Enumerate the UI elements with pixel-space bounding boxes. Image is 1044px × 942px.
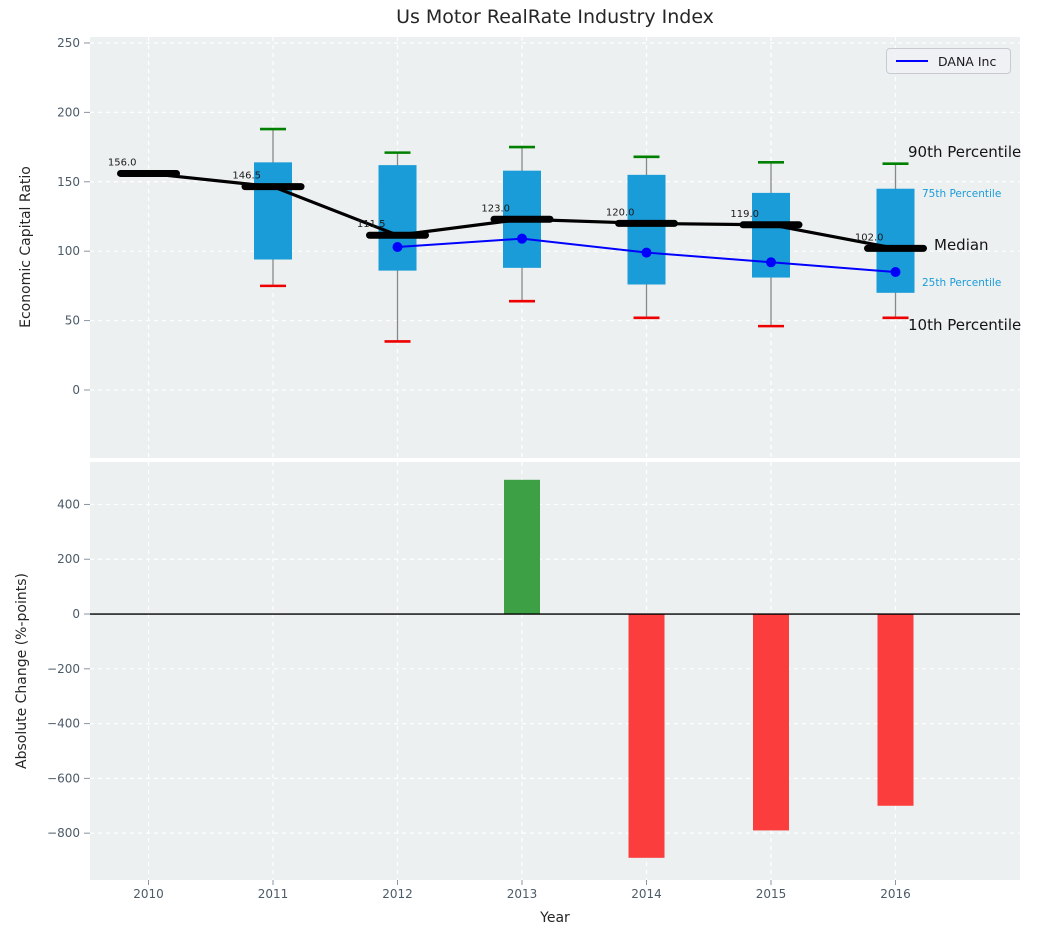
bottom-plot-y-tick-label: 400 — [57, 497, 80, 511]
annotation-75th-percentile: 75th Percentile — [922, 188, 1002, 200]
change-bar — [877, 614, 914, 806]
change-bar — [504, 479, 541, 615]
median-value-label: 146.5 — [232, 171, 261, 182]
legend-label: DANA Inc — [938, 53, 997, 69]
bottom-plot-y-tick-label: −600 — [47, 771, 80, 785]
top-plot-y-tick-label: 50 — [65, 314, 80, 328]
top-plot-y-tick-label: 200 — [57, 105, 80, 119]
median-value-label: 111.5 — [357, 219, 386, 230]
bottom-plot-background — [90, 462, 1020, 880]
dana-inc-point — [392, 242, 403, 253]
dana-inc-point — [890, 266, 901, 277]
top-plot-y-tick-label: 250 — [57, 36, 80, 50]
x-tick-label: 2015 — [756, 887, 787, 901]
change-bar — [753, 614, 790, 831]
x-tick-label: 2012 — [382, 887, 413, 901]
median-value-label: 102.0 — [855, 232, 884, 243]
dana-inc-point — [517, 233, 528, 244]
median-value-label: 123.0 — [481, 203, 510, 214]
bottom-plot-y-tick-label: 200 — [57, 552, 80, 566]
annotation-25th-percentile: 25th Percentile — [922, 277, 1002, 289]
legend: DANA Inc — [886, 48, 1011, 74]
iqr-box — [254, 162, 293, 260]
median-value-label: 119.0 — [730, 209, 759, 220]
dana-inc-point — [766, 257, 777, 268]
x-tick-label: 2016 — [880, 887, 911, 901]
bottom-plot-y-tick-label: 0 — [72, 607, 80, 621]
top-plot-y-tick-label: 0 — [72, 383, 80, 397]
x-tick-label: 2014 — [631, 887, 662, 901]
legend-line-swatch — [896, 60, 928, 62]
annotation-10th-percentile: 10th Percentile — [908, 316, 1022, 334]
bottom-plot-y-tick-label: −400 — [47, 717, 80, 731]
bottom-plot-y-tick-label: −800 — [47, 826, 80, 840]
top-y-axis-label: Economic Capital Ratio — [18, 166, 34, 328]
bottom-plot-y-tick-label: −200 — [47, 662, 80, 676]
iqr-box — [378, 165, 417, 271]
top-plot-y-tick-label: 100 — [57, 244, 80, 258]
dana-inc-point — [641, 247, 652, 258]
x-tick-label: 2011 — [258, 887, 289, 901]
annotation-90th-percentile: 90th Percentile — [908, 143, 1022, 161]
annotation-median: Median — [934, 236, 989, 254]
change-bar — [628, 614, 665, 858]
x-tick-label: 2013 — [507, 887, 538, 901]
median-value-label: 120.0 — [606, 207, 635, 218]
top-plot-y-tick-label: 150 — [57, 175, 80, 189]
x-tick-label: 2010 — [133, 887, 164, 901]
bottom-y-axis-label: Absolute Change (%-points) — [14, 573, 30, 769]
iqr-box — [627, 174, 666, 285]
x-axis-label: Year — [540, 910, 570, 926]
chart-title: Us Motor RealRate Industry Index — [396, 6, 714, 28]
median-value-label: 156.0 — [108, 157, 137, 168]
